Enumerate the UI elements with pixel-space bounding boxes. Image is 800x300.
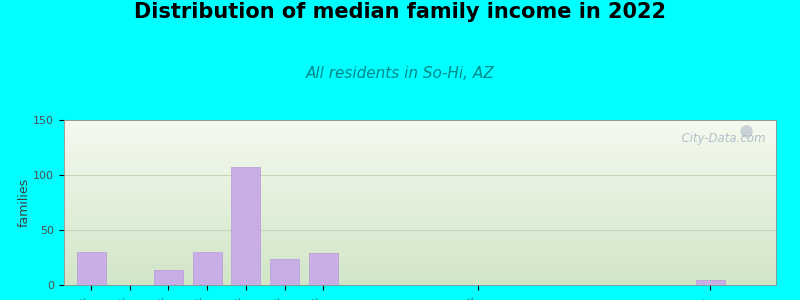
Text: Distribution of median family income in 2022: Distribution of median family income in … [134, 2, 666, 22]
Bar [231, 167, 260, 285]
Bar [270, 259, 299, 285]
Text: All residents in So-Hi, AZ: All residents in So-Hi, AZ [306, 66, 494, 81]
Y-axis label: families: families [18, 178, 30, 227]
Text: City-Data.com: City-Data.com [674, 131, 766, 145]
Bar [77, 252, 106, 285]
Bar [696, 280, 725, 285]
Bar [309, 253, 338, 285]
Bar [154, 270, 183, 285]
Bar [193, 252, 222, 285]
